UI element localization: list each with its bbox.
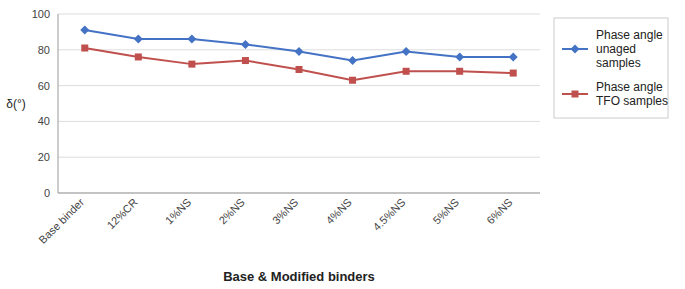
grid-line <box>58 157 540 158</box>
series <box>81 45 516 84</box>
x-tick-label: 2%NS <box>216 196 247 227</box>
point <box>510 70 517 77</box>
point <box>135 53 142 60</box>
point <box>402 47 411 56</box>
x-tick-label: 1%NS <box>163 196 194 227</box>
grid-line <box>58 14 540 15</box>
point <box>241 40 250 49</box>
y-tick-label: 40 <box>38 115 50 127</box>
legend-marker <box>572 91 579 98</box>
chart: 0 20 40 60 80 100 Base binder 12%CR 1%NS 2%NS 3%NS… <box>0 0 685 289</box>
y-axis-label: δ(°) <box>6 97 25 111</box>
line <box>85 30 513 60</box>
point <box>188 61 195 68</box>
legend: Phase angleunagedsamples Phase angleTFO s… <box>554 18 668 118</box>
grid-line <box>58 193 540 194</box>
point <box>296 66 303 73</box>
x-tick-label: 4.5%NS <box>371 196 408 233</box>
y-tick-label: 100 <box>32 8 50 20</box>
x-axis <box>58 193 540 194</box>
x-tick-label: 3%NS <box>270 196 301 227</box>
point <box>403 68 410 75</box>
point <box>134 35 143 44</box>
point <box>348 56 357 65</box>
y-tick-label: 60 <box>38 80 50 92</box>
plot-area <box>80 26 517 84</box>
grid-line <box>58 85 540 86</box>
legend-box <box>554 18 668 118</box>
x-tick-label: Base binder <box>36 196 86 246</box>
legend-marker <box>571 45 580 54</box>
point <box>187 35 196 44</box>
point <box>81 45 88 52</box>
point <box>295 47 304 56</box>
y-tick-label: 80 <box>38 44 50 56</box>
point <box>509 52 518 61</box>
line <box>85 48 513 80</box>
x-tick-label: 4%NS <box>323 196 354 227</box>
grid-line <box>58 121 540 122</box>
x-tick-label: 12%CR <box>104 196 139 231</box>
point <box>456 68 463 75</box>
grid <box>58 14 540 193</box>
point <box>80 26 89 35</box>
x-tick-label: 5%NS <box>431 196 462 227</box>
point <box>349 77 356 84</box>
x-tick-label: 6%NS <box>484 196 515 227</box>
series <box>80 26 517 65</box>
y-axis <box>58 14 59 193</box>
legend-label: Phase angleunagedsamples <box>596 28 663 70</box>
point <box>455 52 464 61</box>
y-tick-label: 20 <box>38 151 50 163</box>
point <box>242 57 249 64</box>
x-axis-label: Base & Modified binders <box>223 269 375 284</box>
y-tick-label: 0 <box>44 187 50 199</box>
legend-label: Phase angleTFO samples <box>596 80 668 108</box>
